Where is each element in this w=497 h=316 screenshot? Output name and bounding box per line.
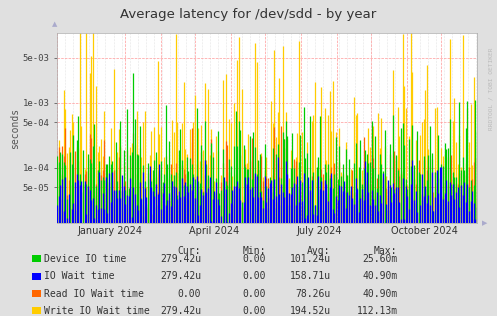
- Text: 40.90m: 40.90m: [362, 289, 398, 299]
- Text: 279.42u: 279.42u: [160, 254, 201, 264]
- Text: 279.42u: 279.42u: [160, 306, 201, 316]
- Text: 279.42u: 279.42u: [160, 271, 201, 281]
- Text: 0.00: 0.00: [178, 289, 201, 299]
- Text: Cur:: Cur:: [178, 246, 201, 257]
- Text: July 2024: July 2024: [296, 226, 341, 236]
- Text: Write IO Wait time: Write IO Wait time: [44, 306, 150, 316]
- Text: 101.24u: 101.24u: [289, 254, 331, 264]
- Text: 40.90m: 40.90m: [362, 271, 398, 281]
- Text: 25.60m: 25.60m: [362, 254, 398, 264]
- Text: Device IO time: Device IO time: [44, 254, 126, 264]
- Text: 0.00: 0.00: [243, 306, 266, 316]
- Text: 0.00: 0.00: [243, 271, 266, 281]
- Text: 0.00: 0.00: [243, 254, 266, 264]
- Text: April 2024: April 2024: [189, 226, 240, 236]
- Text: IO Wait time: IO Wait time: [44, 271, 114, 281]
- Text: ▶: ▶: [482, 220, 488, 226]
- Text: Avg:: Avg:: [307, 246, 331, 257]
- Text: ▲: ▲: [52, 21, 57, 27]
- Text: 112.13m: 112.13m: [356, 306, 398, 316]
- Text: Read IO Wait time: Read IO Wait time: [44, 289, 144, 299]
- Text: Average latency for /dev/sdd - by year: Average latency for /dev/sdd - by year: [120, 8, 377, 21]
- Text: Max:: Max:: [374, 246, 398, 257]
- Text: Min:: Min:: [243, 246, 266, 257]
- Text: 158.71u: 158.71u: [289, 271, 331, 281]
- Text: RRDTOOL / TOBI OETIKER: RRDTOOL / TOBI OETIKER: [489, 47, 494, 130]
- Text: 78.26u: 78.26u: [295, 289, 331, 299]
- Text: January 2024: January 2024: [77, 226, 142, 236]
- Text: 0.00: 0.00: [243, 289, 266, 299]
- Y-axis label: seconds: seconds: [10, 107, 20, 149]
- Text: 194.52u: 194.52u: [289, 306, 331, 316]
- Text: October 2024: October 2024: [391, 226, 458, 236]
